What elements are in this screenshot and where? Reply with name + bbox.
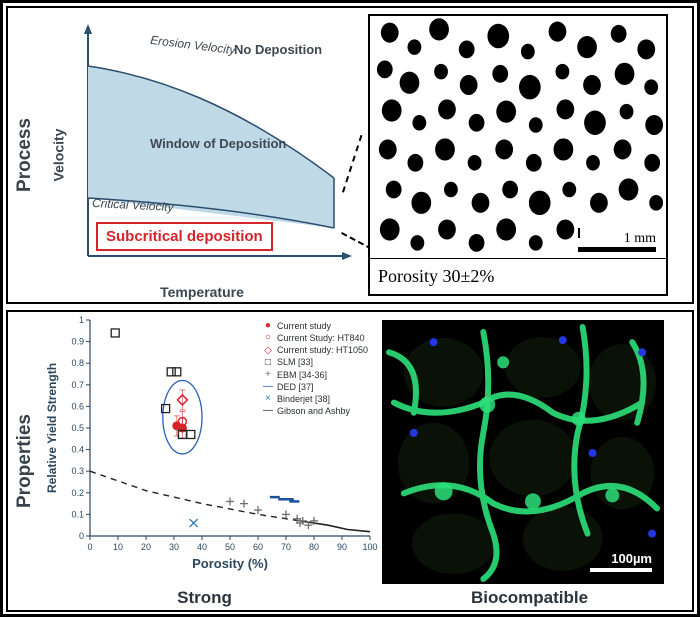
micrograph-scalebar: 1 mm [578, 231, 656, 252]
svg-text:0.1: 0.1 [71, 509, 84, 519]
legend-item: —Gibson and Ashby [263, 405, 368, 417]
side-label-process: Process [8, 8, 42, 302]
process-panel: Process [6, 6, 694, 304]
biocompatible-image: 100µm [382, 320, 664, 584]
side-label-text: Process [14, 118, 36, 192]
svg-text:0: 0 [79, 531, 84, 541]
svg-text:0.3: 0.3 [71, 466, 84, 476]
svg-text:0.5: 0.5 [71, 423, 84, 433]
legend-item: ◇Current study: HT1050 [263, 344, 368, 356]
sublabel-biocompatible: Biocompatible [367, 588, 692, 608]
svg-text:0.9: 0.9 [71, 337, 84, 347]
svg-text:90: 90 [337, 542, 347, 552]
process-y-label: Velocity [50, 129, 66, 182]
chart-legend: ●Current study○Current Study: HT840◇Curr… [263, 320, 368, 417]
svg-text:60: 60 [253, 542, 263, 552]
svg-text:30: 30 [169, 542, 179, 552]
svg-text:0: 0 [87, 542, 92, 552]
legend-item: +EBM [34-36] [263, 369, 368, 381]
bottom-sublabels: Strong Biocompatible [42, 588, 692, 608]
legend-item: ×Binderjet [38] [263, 393, 368, 405]
svg-text:20: 20 [141, 542, 151, 552]
svg-text:0.7: 0.7 [71, 380, 84, 390]
svg-text:40: 40 [197, 542, 207, 552]
svg-text:Relative Yield Strength: Relative Yield Strength [45, 363, 59, 493]
legend-item: ―DED [37] [263, 381, 368, 393]
process-chart: Erosion Velocity No Deposition Window of… [42, 8, 362, 302]
svg-text:Porosity (%): Porosity (%) [192, 556, 268, 571]
svg-text:80: 80 [309, 542, 319, 552]
svg-text:0.4: 0.4 [71, 445, 84, 455]
window-deposition-label: Window of Deposition [150, 136, 286, 151]
svg-text:100: 100 [362, 542, 377, 552]
bio-scalebar-text: 100µm [611, 551, 652, 566]
process-x-label: Temperature [160, 284, 244, 300]
svg-text:10: 10 [113, 542, 123, 552]
sublabel-strong: Strong [42, 588, 367, 608]
legend-item: □SLM [33] [263, 356, 368, 368]
side-label-properties: Properties [8, 312, 42, 610]
legend-item: ●Current study [263, 320, 368, 332]
svg-text:0.8: 0.8 [71, 358, 84, 368]
porosity-micrograph: 1 mm Porosity 30±2% [368, 14, 668, 296]
svg-text:0.6: 0.6 [71, 401, 84, 411]
svg-text:1: 1 [79, 315, 84, 325]
svg-text:70: 70 [281, 542, 291, 552]
svg-text:50: 50 [225, 542, 235, 552]
strength-chart: 0 10 20 30 40 50 60 70 80 90 100 0 0.1 0.2 0.3 0.4 0.5 0.… [42, 312, 382, 588]
side-label-text: Properties [14, 414, 36, 508]
bio-scalebar: 100µm [590, 551, 652, 572]
porosity-label: Porosity 30±2% [370, 258, 666, 294]
no-deposition-label: No Deposition [234, 42, 322, 57]
scalebar-text: 1 mm [624, 231, 656, 247]
subcritical-box: Subcritical deposition [96, 222, 273, 251]
properties-panel: Properties 0 10 20 30 40 50 60 70 80 90 100 0 0.1 0.2… [6, 310, 694, 612]
legend-item: ○Current Study: HT840 [263, 332, 368, 344]
svg-text:0.2: 0.2 [71, 488, 84, 498]
